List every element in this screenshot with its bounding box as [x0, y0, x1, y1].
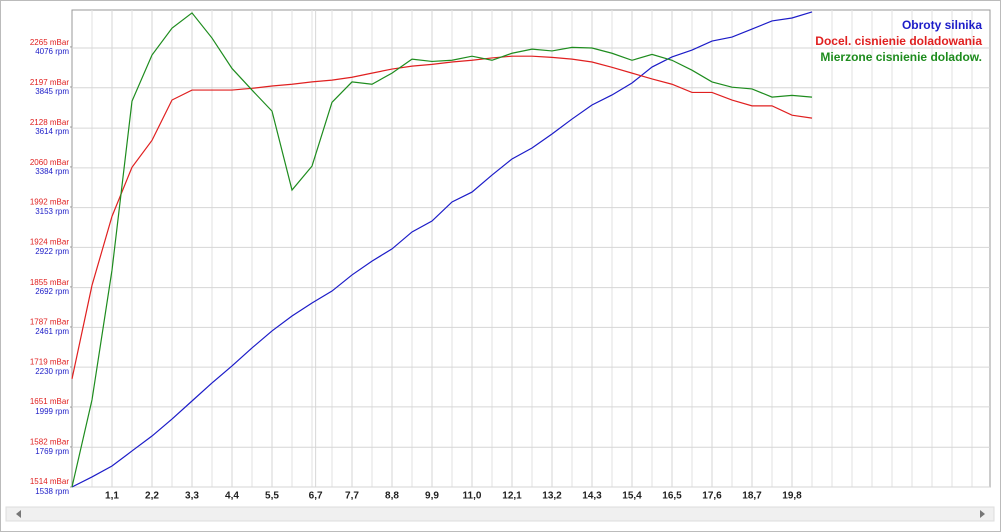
- y2-tick-label: 2922 rpm: [35, 247, 69, 256]
- y2-tick-label: 1999 rpm: [35, 407, 69, 416]
- y-tick-label: 2265 mBar: [30, 38, 69, 47]
- y2-tick-label: 3153 rpm: [35, 207, 69, 216]
- x-tick-label: 1,1: [105, 491, 119, 502]
- y2-tick-label: 1769 rpm: [35, 447, 69, 456]
- x-tick-label: 17,6: [702, 491, 722, 502]
- scroll-right[interactable]: [980, 510, 985, 518]
- y-tick-label: 1924 mBar: [30, 237, 69, 246]
- scroll-left[interactable]: [16, 510, 21, 518]
- x-tick-label: 5,5: [265, 491, 279, 502]
- x-tick-label: 6,7: [309, 491, 323, 502]
- y-tick-label: 1719 mBar: [30, 357, 69, 366]
- scrollbar[interactable]: [5, 506, 995, 522]
- x-tick-label: 2,2: [145, 491, 159, 502]
- y-tick-label: 2128 mBar: [30, 118, 69, 127]
- x-tick-label: 15,4: [622, 491, 642, 502]
- y-tick-label: 1651 mBar: [30, 397, 69, 406]
- y2-tick-label: 2230 rpm: [35, 367, 69, 376]
- y2-tick-label: 2692 rpm: [35, 287, 69, 296]
- y-tick-label: 2197 mBar: [30, 78, 69, 87]
- y-tick-label: 1855 mBar: [30, 278, 69, 287]
- x-tick-label: 16,5: [662, 491, 682, 502]
- y2-tick-label: 3845 rpm: [35, 87, 69, 96]
- x-tick-label: 9,9: [425, 491, 439, 502]
- x-tick-label: 13,2: [542, 491, 562, 502]
- series-line: [71, 11, 813, 488]
- x-tick-label: 4,4: [225, 491, 239, 502]
- x-tick-label: 3,3: [185, 491, 199, 502]
- x-tick-label: 12,1: [502, 491, 522, 502]
- x-tick-label: 7,7: [345, 491, 359, 502]
- x-tick-label: 8,8: [385, 491, 399, 502]
- x-tick-label: 19,8: [782, 491, 802, 502]
- x-tick-label: 14,3: [582, 491, 602, 502]
- series-line: [71, 55, 813, 379]
- scroll-track[interactable]: [5, 506, 995, 522]
- y-tick-label: 1514 mBar: [30, 477, 69, 486]
- y2-tick-label: 3614 rpm: [35, 127, 69, 136]
- y-tick-label: 1992 mBar: [30, 198, 69, 207]
- legend-entry: Docel. cisnienie doladowania: [815, 34, 982, 48]
- legend-entry: Mierzone cisnienie doladow.: [820, 50, 982, 64]
- legend-entry: Obroty silnika: [902, 18, 982, 32]
- y2-tick-label: 2461 rpm: [35, 327, 69, 336]
- y2-tick-label: 1538 rpm: [35, 487, 69, 496]
- series-line: [71, 12, 813, 488]
- y2-tick-label: 4076 rpm: [35, 47, 69, 56]
- x-tick-label: 18,7: [742, 491, 762, 502]
- x-tick-label: 11,0: [463, 491, 482, 502]
- y2-tick-label: 3384 rpm: [35, 167, 69, 176]
- y-tick-label: 1787 mBar: [30, 318, 69, 327]
- y-tick-label: 1582 mBar: [30, 437, 69, 446]
- y-tick-label: 2060 mBar: [30, 158, 69, 167]
